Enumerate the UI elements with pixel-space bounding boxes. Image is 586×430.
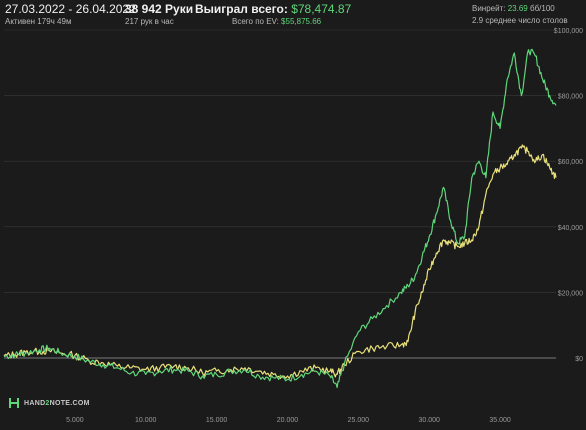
y-tick-label: $20,000 [558, 290, 583, 297]
x-tick-label: 35.000 [489, 417, 511, 424]
y-axis: $0 $20,000 $40,000 $60,000 $80,000 $100,000 [554, 28, 583, 363]
x-tick-label: 20.000 [277, 417, 299, 424]
winrate-unit: бб/100 [529, 4, 555, 13]
x-tick-label: 25.000 [348, 417, 370, 424]
won-value: $78,474.87 [291, 2, 352, 16]
hand2note-logo-icon [9, 398, 19, 408]
winrate-value: 23.69 [507, 4, 528, 13]
x-tick-label: 30.000 [419, 417, 441, 424]
y-tick-label: $60,000 [558, 159, 583, 166]
hands-per-hour: 217 рук в час [125, 17, 174, 26]
active-time: Активен 179ч 49м [5, 17, 72, 26]
won-label: Выиграл всего: [195, 2, 288, 16]
ev-value: $55,875.66 [281, 17, 322, 26]
hand2note-logo-text: HAND2NOTE.COM [24, 399, 90, 407]
date-range: 27.03.2022 - 26.04.2022 [5, 2, 136, 16]
x-axis: 5.000 10.000 15.000 20.000 25.000 30.000 35.00… [66, 417, 511, 424]
hand2note-logo: HAND2NOTE.COM [8, 397, 90, 409]
x-tick-label: 10.000 [135, 417, 157, 424]
chart-series [3, 48, 557, 389]
winrate: Винрейт: 23.69 бб/100 [472, 4, 555, 13]
avg-tables: 2.9 среднее число столов [472, 16, 568, 25]
hands-count: 38 942 Руки [125, 2, 194, 16]
chart-grid [4, 29, 556, 359]
won-line [3, 48, 557, 389]
ev-label: Всего по EV: [232, 17, 279, 26]
y-tick-label: $80,000 [558, 94, 583, 101]
x-tick-label: 5.000 [66, 417, 84, 424]
won-total: Выиграл всего: $78,474.87 [195, 2, 351, 16]
y-tick-label: $0 [575, 356, 583, 363]
y-tick-label: $100,000 [554, 28, 583, 35]
stats-header: 27.03.2022 - 26.04.2022 Активен 179ч 49м… [0, 0, 586, 30]
ev-total: Всего по EV: $55,875.66 [232, 17, 321, 26]
y-tick-label: $40,000 [558, 225, 583, 232]
winrate-label: Винрейт: [472, 4, 506, 13]
ev-line [3, 144, 557, 380]
x-tick-label: 15.000 [206, 417, 228, 424]
